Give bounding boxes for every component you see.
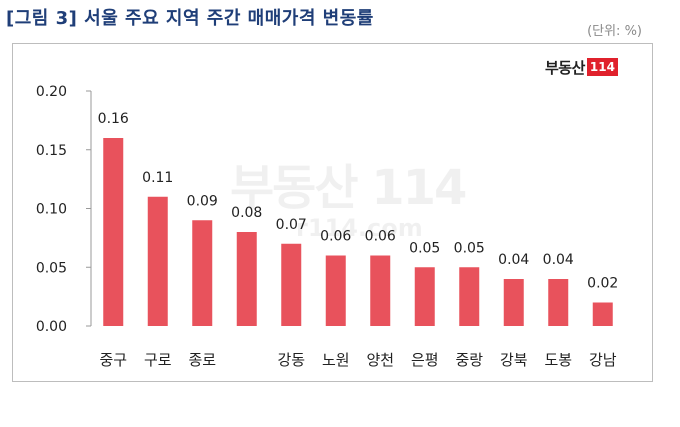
bar-value-label: 0.02 xyxy=(587,276,618,292)
bar xyxy=(592,302,613,326)
bar xyxy=(147,196,168,326)
bar xyxy=(325,255,346,326)
bar-value-label: 0.09 xyxy=(187,193,218,209)
chart-title: [그림 3] 서울 주요 지역 주간 매매가격 변동률 xyxy=(6,8,374,29)
bar xyxy=(548,279,569,326)
x-tick-label: 강남 xyxy=(589,351,617,369)
bar xyxy=(103,138,124,326)
x-tick-label: 종로 xyxy=(188,351,216,369)
bars xyxy=(103,138,613,326)
bar xyxy=(281,243,302,326)
y-tick-label: 0.05 xyxy=(36,260,67,276)
bar-value-label: 0.04 xyxy=(498,252,529,268)
y-tick-label: 0.15 xyxy=(36,143,67,159)
brand-logo-text: 부동산 xyxy=(545,58,585,77)
x-tick-label: 은평 xyxy=(411,351,439,369)
x-tick-label: 구로 xyxy=(144,351,172,369)
bar xyxy=(192,220,213,326)
bar-value-label: 0.16 xyxy=(98,111,129,127)
y-tick-label: 0.00 xyxy=(36,319,67,335)
bar-value-label: 0.08 xyxy=(231,205,262,221)
bar-value-label: 0.11 xyxy=(142,170,173,186)
y-tick-label: 0.10 xyxy=(36,202,67,218)
y-axis: 0.00 0.05 0.10 0.15 0.20 xyxy=(36,84,92,335)
bar xyxy=(414,267,435,326)
y-tick-label: 0.20 xyxy=(36,84,67,100)
bar xyxy=(370,255,391,326)
brand-logo-number: 114 xyxy=(586,58,618,76)
x-tick-label: 중구 xyxy=(99,351,127,369)
value-labels: 0.16 0.11 0.09 0.08 0.07 0.06 0.06 0.05 0.05 0.04… xyxy=(98,111,619,292)
x-tick-label: 중랑 xyxy=(455,351,483,369)
bar xyxy=(459,267,480,326)
bar xyxy=(236,232,257,326)
bar-value-label: 0.04 xyxy=(543,252,574,268)
bar-value-label: 0.05 xyxy=(454,240,485,256)
bar-value-label: 0.05 xyxy=(409,240,440,256)
watermark-url: r114.com xyxy=(296,214,423,242)
x-tick-label: 노원 xyxy=(322,351,350,369)
bar xyxy=(503,279,524,326)
x-tick-label: 양천 xyxy=(366,351,394,369)
bar-value-label: 0.06 xyxy=(320,229,351,245)
watermark-logo: 부동산 114 xyxy=(230,160,467,216)
unit-label: (단위: %) xyxy=(587,24,642,39)
x-tick-label: 강북 xyxy=(500,351,528,369)
x-tick-label: 도봉 xyxy=(544,351,572,369)
bar-value-label: 0.06 xyxy=(365,229,396,245)
brand-logo: 부동산 114 xyxy=(545,56,618,78)
bar-value-label: 0.07 xyxy=(276,217,307,233)
x-axis-labels: 중구 구로 종로 강동 노원 양천 은평 중랑 강북 도봉 강남 xyxy=(99,351,616,369)
x-tick-label: 강동 xyxy=(277,351,305,369)
